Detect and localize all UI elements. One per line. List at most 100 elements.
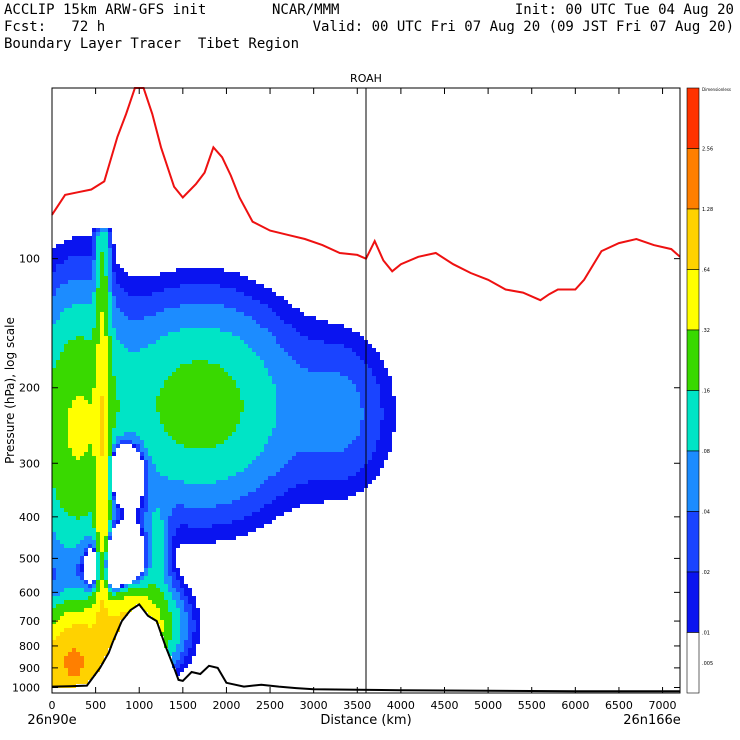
tracer-cell — [204, 536, 208, 540]
tracer-cell — [288, 484, 292, 488]
tracer-cell — [136, 332, 140, 336]
tracer-cell — [96, 264, 100, 268]
tracer-cell — [176, 628, 180, 632]
tracer-cell — [92, 292, 96, 296]
tracer-cell — [292, 408, 296, 412]
tracer-cell — [64, 424, 68, 428]
tracer-cell — [180, 416, 184, 420]
tracer-cell — [104, 264, 108, 268]
tracer-cell — [160, 504, 164, 508]
tracer-cell — [120, 280, 124, 284]
tracer-cell — [72, 680, 76, 684]
tracer-cell — [52, 360, 56, 364]
tracer-cell — [220, 444, 224, 448]
tracer-cell — [120, 328, 124, 332]
tracer-cell — [300, 356, 304, 360]
tracer-cell — [152, 592, 156, 596]
tracer-cell — [100, 264, 104, 268]
tracer-cell — [80, 464, 84, 468]
tracer-cell — [104, 396, 108, 400]
tracer-cell — [100, 492, 104, 496]
tracer-cell — [192, 644, 196, 648]
tracer-cell — [292, 316, 296, 320]
tracer-cell — [76, 448, 80, 452]
tracer-cell — [264, 364, 268, 368]
tracer-cell — [68, 416, 72, 420]
tracer-cell — [288, 440, 292, 444]
tracer-cell — [56, 632, 60, 636]
tracer-cell — [172, 548, 176, 552]
tracer-cell — [204, 508, 208, 512]
tracer-cell — [212, 448, 216, 452]
tracer-cell — [92, 632, 96, 636]
tracer-cell — [76, 548, 80, 552]
tracer-cell — [132, 360, 136, 364]
tracer-cell — [52, 308, 56, 312]
tracer-cell — [116, 376, 120, 380]
tracer-cell — [92, 444, 96, 448]
tracer-cell — [124, 428, 128, 432]
tracer-cell — [308, 344, 312, 348]
tracer-cell — [84, 616, 88, 620]
tracer-cell — [188, 472, 192, 476]
tracer-cell — [144, 600, 148, 604]
tracer-cell — [268, 428, 272, 432]
tracer-cell — [244, 376, 248, 380]
tracer-cell — [52, 380, 56, 384]
tracer-cell — [88, 488, 92, 492]
tracer-cell — [240, 420, 244, 424]
tracer-cell — [308, 336, 312, 340]
tracer-cell — [236, 348, 240, 352]
tracer-cell — [276, 492, 280, 496]
tracer-cell — [132, 280, 136, 284]
tracer-cell — [144, 572, 148, 576]
tracer-cell — [144, 588, 148, 592]
tracer-cell — [172, 372, 176, 376]
tracer-cell — [256, 464, 260, 468]
tracer-cell — [248, 280, 252, 284]
tracer-cell — [240, 456, 244, 460]
tracer-cell — [144, 300, 148, 304]
tracer-cell — [72, 520, 76, 524]
tracer-cell — [72, 420, 76, 424]
tracer-cell — [56, 584, 60, 588]
tracer-cell — [216, 404, 220, 408]
tracer-cell — [196, 468, 200, 472]
tracer-cell — [184, 356, 188, 360]
tracer-cell — [148, 316, 152, 320]
tracer-cell — [148, 336, 152, 340]
tracer-cell — [292, 484, 296, 488]
tracer-cell — [96, 496, 100, 500]
tracer-cell — [88, 472, 92, 476]
tracer-cell — [160, 612, 164, 616]
tracer-cell — [184, 584, 188, 588]
tracer-cell — [304, 368, 308, 372]
tracer-cell — [300, 492, 304, 496]
tracer-cell — [264, 288, 268, 292]
tracer-cell — [52, 656, 56, 660]
tracer-cell — [148, 544, 152, 548]
tracer-cell — [116, 296, 120, 300]
tracer-cell — [188, 272, 192, 276]
tracer-cell — [100, 316, 104, 320]
tracer-cell — [56, 280, 60, 284]
tracer-cell — [152, 564, 156, 568]
tracer-cell — [168, 284, 172, 288]
tracer-cell — [240, 404, 244, 408]
tracer-cell — [84, 624, 88, 628]
tracer-cell — [76, 300, 80, 304]
tracer-cell — [100, 636, 104, 640]
tracer-cell — [280, 440, 284, 444]
tracer-cell — [72, 356, 76, 360]
tracer-cell — [80, 328, 84, 332]
tracer-cell — [232, 328, 236, 332]
tracer-cell — [100, 372, 104, 376]
tracer-cell — [248, 480, 252, 484]
tracer-cell — [184, 480, 188, 484]
tracer-cell — [172, 504, 176, 508]
tracer-cell — [232, 404, 236, 408]
tracer-cell — [192, 616, 196, 620]
tracer-cell — [140, 520, 144, 524]
tracer-cell — [96, 388, 100, 392]
tracer-cell — [184, 512, 188, 516]
